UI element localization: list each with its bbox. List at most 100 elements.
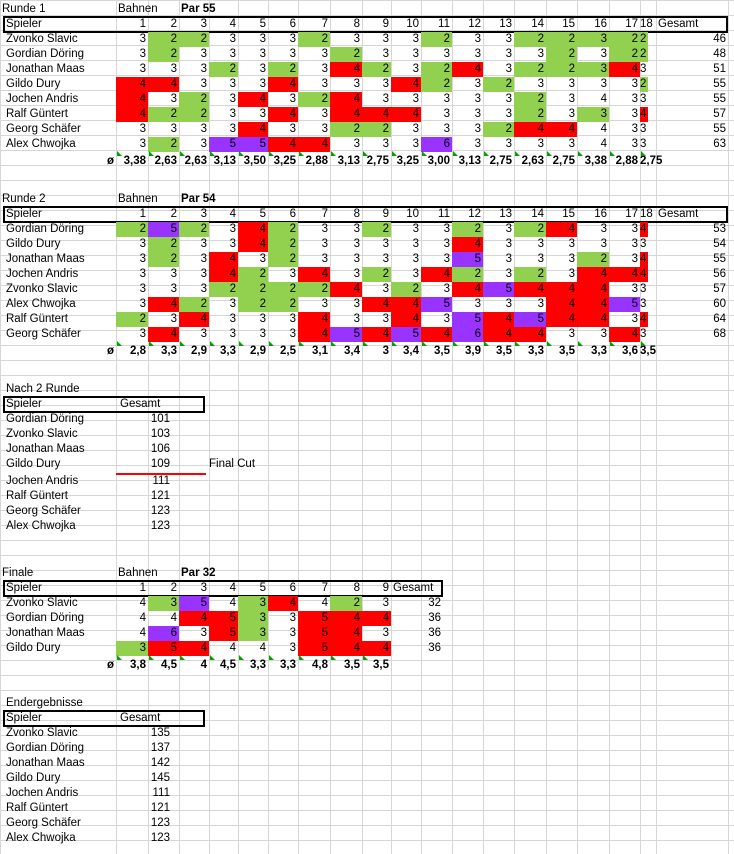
score-cell[interactable]: 4 bbox=[514, 327, 546, 342]
score-cell[interactable]: 3 bbox=[631, 138, 638, 150]
total-cell[interactable]: 121 bbox=[150, 802, 170, 814]
score-cell[interactable]: 3 bbox=[148, 596, 179, 611]
score-cell[interactable]: 3 bbox=[321, 298, 328, 310]
score-cell[interactable]: 2 bbox=[116, 312, 148, 327]
score-cell[interactable]: 3 bbox=[640, 138, 647, 150]
score-cell[interactable]: 2 bbox=[514, 62, 546, 77]
score-cell[interactable]: 4 bbox=[514, 122, 546, 137]
score-cell[interactable]: 3 bbox=[259, 63, 266, 75]
score-cell[interactable]: 3 bbox=[238, 626, 268, 641]
score-cell[interactable]: 3 bbox=[537, 78, 544, 90]
score-cell[interactable]: 3 bbox=[289, 48, 296, 60]
score-cell[interactable]: 2 bbox=[179, 297, 209, 312]
score-cell[interactable]: 4 bbox=[330, 92, 362, 107]
score-cell[interactable]: 3 bbox=[229, 223, 236, 235]
score-cell[interactable]: 4 bbox=[362, 107, 391, 122]
score-cell[interactable]: 2 bbox=[514, 92, 546, 107]
score-cell[interactable]: 4 bbox=[139, 597, 146, 609]
total-cell[interactable]: 60 bbox=[713, 298, 726, 310]
total-cell[interactable]: 123 bbox=[150, 505, 170, 517]
score-cell[interactable]: 3 bbox=[139, 268, 146, 280]
score-cell[interactable]: 3 bbox=[537, 253, 544, 265]
score-cell[interactable]: 3 bbox=[505, 268, 512, 280]
score-cell[interactable]: 3 bbox=[537, 138, 544, 150]
score-cell[interactable]: 4 bbox=[640, 267, 649, 282]
score-cell[interactable]: 4 bbox=[179, 312, 209, 327]
score-cell[interactable]: 4 bbox=[640, 312, 649, 327]
score-cell[interactable]: 3 bbox=[382, 253, 389, 265]
score-cell[interactable]: 3 bbox=[200, 328, 207, 340]
total-cell[interactable]: 142 bbox=[150, 757, 170, 769]
score-cell[interactable]: 3 bbox=[505, 33, 512, 45]
score-cell[interactable]: 4 bbox=[259, 642, 266, 654]
score-cell[interactable]: 2 bbox=[268, 62, 298, 77]
score-cell[interactable]: 2 bbox=[609, 32, 640, 47]
total-cell[interactable]: 55 bbox=[713, 93, 726, 105]
score-cell[interactable]: 3 bbox=[631, 253, 638, 265]
score-cell[interactable]: 3 bbox=[229, 108, 236, 120]
score-cell[interactable]: 3 bbox=[238, 596, 268, 611]
score-cell[interactable]: 4 bbox=[139, 627, 146, 639]
score-cell[interactable]: 3 bbox=[259, 48, 266, 60]
total-cell[interactable]: 36 bbox=[428, 612, 441, 624]
score-cell[interactable]: 3 bbox=[412, 33, 419, 45]
score-cell[interactable]: 4 bbox=[421, 267, 452, 282]
score-cell[interactable]: 5 bbox=[421, 297, 452, 312]
score-cell[interactable]: 2 bbox=[514, 222, 546, 237]
score-cell[interactable]: 5 bbox=[452, 252, 483, 267]
score-cell[interactable]: 3 bbox=[382, 597, 389, 609]
score-cell[interactable]: 4 bbox=[391, 297, 421, 312]
score-cell[interactable]: 3 bbox=[631, 313, 638, 325]
score-cell[interactable]: 2 bbox=[640, 32, 649, 47]
score-cell[interactable]: 3 bbox=[443, 48, 450, 60]
score-cell[interactable]: 3 bbox=[474, 78, 481, 90]
score-cell[interactable]: 4 bbox=[546, 282, 577, 297]
score-cell[interactable]: 2 bbox=[421, 77, 452, 92]
score-cell[interactable]: 4 bbox=[577, 297, 609, 312]
score-cell[interactable]: 2 bbox=[609, 47, 640, 62]
score-cell[interactable]: 4 bbox=[546, 297, 577, 312]
score-cell[interactable]: 3 bbox=[353, 298, 360, 310]
score-cell[interactable]: 3 bbox=[631, 93, 638, 105]
score-cell[interactable]: 3 bbox=[259, 108, 266, 120]
score-cell[interactable]: 3 bbox=[412, 48, 419, 60]
score-cell[interactable]: 3 bbox=[600, 223, 607, 235]
score-cell[interactable]: 3 bbox=[289, 627, 296, 639]
score-cell[interactable]: 3 bbox=[289, 268, 296, 280]
score-cell[interactable]: 4 bbox=[298, 267, 330, 282]
score-cell[interactable]: 3 bbox=[229, 123, 236, 135]
score-cell[interactable]: 3 bbox=[505, 238, 512, 250]
total-cell[interactable]: 36 bbox=[428, 642, 441, 654]
score-cell[interactable]: 3 bbox=[229, 78, 236, 90]
total-cell[interactable]: 64 bbox=[713, 313, 726, 325]
score-cell[interactable]: 4 bbox=[238, 92, 268, 107]
score-cell[interactable]: 3 bbox=[640, 93, 647, 105]
score-cell[interactable]: 5 bbox=[298, 641, 330, 656]
score-cell[interactable]: 3 bbox=[412, 63, 419, 75]
score-cell[interactable]: 4 bbox=[229, 642, 236, 654]
score-cell[interactable]: 3 bbox=[640, 328, 647, 340]
score-cell[interactable]: 3 bbox=[600, 78, 607, 90]
score-cell[interactable]: 3 bbox=[289, 328, 296, 340]
score-cell[interactable]: 4 bbox=[421, 327, 452, 342]
score-cell[interactable]: 2 bbox=[514, 32, 546, 47]
score-cell[interactable]: 3 bbox=[640, 63, 647, 75]
score-cell[interactable]: 4 bbox=[209, 267, 238, 282]
score-cell[interactable]: 4 bbox=[600, 93, 607, 105]
score-cell[interactable]: 3 bbox=[537, 238, 544, 250]
score-cell[interactable]: 6 bbox=[421, 137, 452, 152]
total-cell[interactable]: 55 bbox=[713, 123, 726, 135]
score-cell[interactable]: 3 bbox=[321, 223, 328, 235]
score-cell[interactable]: 4 bbox=[116, 92, 148, 107]
score-cell[interactable]: 3 bbox=[382, 93, 389, 105]
score-cell[interactable]: 3 bbox=[412, 268, 419, 280]
score-cell[interactable]: 5 bbox=[452, 312, 483, 327]
score-cell[interactable]: 3 bbox=[382, 313, 389, 325]
score-cell[interactable]: 2 bbox=[148, 252, 179, 267]
score-cell[interactable]: 2 bbox=[268, 237, 298, 252]
score-cell[interactable]: 3 bbox=[443, 238, 450, 250]
score-cell[interactable]: 3 bbox=[200, 627, 207, 639]
score-cell[interactable]: 3 bbox=[170, 268, 177, 280]
total-cell[interactable]: 109 bbox=[150, 458, 170, 470]
score-cell[interactable]: 2 bbox=[421, 62, 452, 77]
